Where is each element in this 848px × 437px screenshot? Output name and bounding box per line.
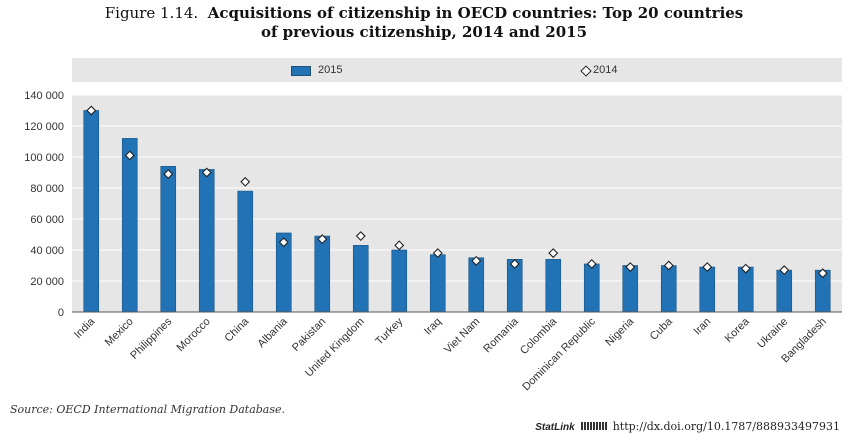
- statlink-label: StatLink: [535, 422, 575, 433]
- x-tick-label: Turkey: [373, 315, 405, 347]
- y-tick-label: 100 000: [24, 152, 64, 164]
- bar-2015: [776, 269, 793, 313]
- bar-2015: [545, 259, 562, 313]
- figure-title-line-2: of previous citizenship, 2014 and 2015: [260, 23, 588, 41]
- x-tick-label: Mexico: [103, 316, 136, 349]
- bar-2015: [198, 169, 215, 313]
- marker-2014: [817, 268, 828, 279]
- bar-2015: [352, 245, 369, 313]
- y-tick-label: 0: [58, 307, 64, 319]
- bar-2015: [121, 138, 138, 313]
- bar-2015: [699, 266, 716, 313]
- x-tick-label: India: [72, 315, 98, 341]
- y-tick-label: 140 000: [24, 90, 64, 102]
- marker-2014: [471, 255, 482, 266]
- figure-number: Figure 1.14.: [104, 4, 199, 22]
- marker-2014: [355, 231, 366, 242]
- marker-2014: [509, 258, 520, 269]
- y-tick-label: 20 000: [30, 276, 64, 288]
- x-tick-label: Pakistan: [290, 316, 328, 354]
- legend-bar-swatch: [291, 66, 311, 76]
- x-tick-label: Cuba: [648, 315, 676, 343]
- bar-2015: [660, 265, 677, 313]
- legend-label-2015: 2015: [318, 64, 343, 76]
- plot-area: [72, 95, 842, 312]
- marker-2014: [201, 167, 212, 178]
- bar-chart: 0 20 000 40 000 60 000 80 000 100 000 120 000 1…: [24, 90, 842, 393]
- legend-diamond-icon: [580, 65, 592, 77]
- source-note: Source: OECD International Migration Dat…: [10, 403, 286, 416]
- bar-2015: [83, 110, 100, 313]
- figure-title: Figure 1.14. Acquisitions of citizenship…: [0, 4, 848, 42]
- x-tick-label: Viet Nam: [442, 316, 482, 356]
- x-tick-label: Iraq: [422, 316, 444, 338]
- marker-2014: [625, 262, 636, 273]
- statlink[interactable]: StatLink http://dx.doi.org/10.1787/888933…: [535, 420, 840, 433]
- legend: 2015 2014: [72, 58, 842, 82]
- y-tick-label: 80 000: [30, 183, 64, 195]
- bar-2015: [737, 266, 754, 313]
- marker-2014: [240, 176, 251, 187]
- x-tick-label: Albania: [255, 315, 290, 350]
- marker-2014: [317, 234, 328, 245]
- x-tick-label: Korea: [723, 315, 753, 345]
- marker-2014: [779, 265, 790, 276]
- x-tick-label: Dominican Republic: [520, 315, 598, 393]
- x-tick-label: Ukraine: [755, 316, 790, 351]
- bar-2015: [391, 249, 408, 313]
- y-tick-label: 40 000: [30, 245, 64, 257]
- marker-2014: [432, 248, 443, 259]
- x-tick-label: China: [223, 315, 252, 344]
- marker-2014: [548, 248, 559, 259]
- statlink-url[interactable]: http://dx.doi.org/10.1787/888933497931: [612, 420, 840, 433]
- marker-2014: [124, 150, 135, 161]
- marker-2014: [163, 169, 174, 180]
- bar-2015: [583, 263, 600, 313]
- marker-2014: [394, 240, 405, 251]
- x-tick-label: Romania: [481, 315, 521, 355]
- x-tick-label: Philippines: [128, 315, 174, 361]
- y-tick-label: 120 000: [24, 121, 64, 133]
- bar-2015: [622, 265, 639, 313]
- bar-2015: [314, 235, 331, 313]
- marker-2014: [586, 258, 597, 269]
- bar-2015: [237, 190, 254, 313]
- bar-2015: [429, 254, 446, 313]
- statlink-logo-icon: [580, 422, 607, 431]
- x-tick-label: Morocco: [175, 316, 213, 354]
- marker-2014: [663, 260, 674, 271]
- marker-2014: [278, 237, 289, 248]
- x-tick-label: Iran: [691, 316, 713, 338]
- y-tick-label: 60 000: [30, 214, 64, 226]
- bar-2015: [160, 166, 177, 313]
- figure-title-line-1: Acquisitions of citizenship in OECD coun…: [207, 4, 744, 22]
- marker-2014: [86, 105, 97, 116]
- x-tick-label: Nigeria: [603, 315, 637, 349]
- marker-2014: [702, 262, 713, 273]
- marker-2014: [740, 263, 751, 274]
- legend-label-2014: 2014: [593, 64, 618, 76]
- bar-2015: [468, 257, 485, 313]
